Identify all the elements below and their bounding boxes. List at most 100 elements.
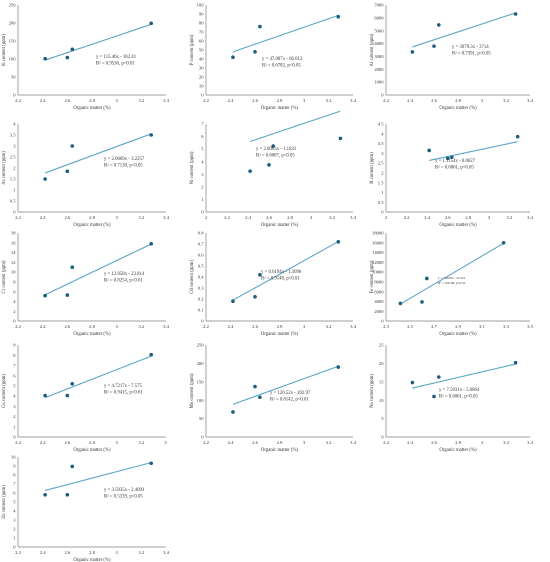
r-squared-label: R² = 0.9536, p<0.01 bbox=[96, 61, 135, 67]
y-tick-label: 2000 bbox=[374, 67, 384, 72]
y-tick-label: 100 bbox=[197, 3, 205, 8]
y-tick-label: 90 bbox=[199, 12, 204, 17]
chart-panel-p: 2.2 2.4 2.6 2.8 3 3.2 3.4 0 10 20 30 40 50 60 70 80 90 10… bbox=[190, 3, 357, 111]
x-axis-label: Organic matter (%) bbox=[261, 106, 299, 111]
y-tick-label: 2 bbox=[13, 309, 16, 314]
data-point bbox=[437, 375, 441, 379]
x-tick-label: 3.2 bbox=[503, 98, 509, 103]
x-tick-label: 3.4 bbox=[163, 215, 169, 220]
regression-equation: y = 2.8063x - 1.1831 bbox=[256, 147, 297, 152]
y-tick-label: 3 bbox=[381, 151, 384, 156]
y-tick-label: 0.1 bbox=[198, 308, 204, 313]
x-tick-label: 3.4 bbox=[163, 550, 169, 555]
regression-equation: y = 12.058x - 23.814 bbox=[104, 272, 145, 277]
x-tick-label: 2.6 bbox=[64, 550, 70, 555]
y-tick-label: 3 bbox=[13, 518, 16, 523]
y-tick-label: 150 bbox=[9, 39, 17, 44]
regression-line bbox=[412, 12, 516, 48]
data-point bbox=[70, 464, 75, 469]
x-axis-label: Organic matter (%) bbox=[439, 332, 477, 337]
y-tick-label: 1 bbox=[13, 424, 16, 429]
data-point bbox=[43, 393, 47, 398]
y-tick-label: 7 bbox=[13, 482, 16, 487]
x-tick-label: 3 bbox=[481, 98, 484, 103]
x-tick-label: 2.4 bbox=[245, 215, 251, 220]
regression-equation: y = 120.52x - 202.97 bbox=[270, 391, 311, 396]
y-axis-label: Ni content (ppm) bbox=[190, 151, 195, 184]
y-tick-label: 15 bbox=[379, 379, 384, 384]
y-tick-label: 0 bbox=[13, 435, 16, 440]
r-squared-label: R² = 0.8254, p<0.01 bbox=[104, 278, 143, 284]
data-point bbox=[427, 148, 432, 153]
x-tick-label: 3 bbox=[116, 324, 119, 329]
data-point bbox=[65, 169, 70, 174]
x-tick-label: 3.2 bbox=[138, 324, 144, 329]
chart-panel-as: 2.2 2.4 2.6 2.8 3 3.2 3.4 0 0.5 1 1.5 2 2.5 3 3.5 4 Orga… bbox=[2, 122, 170, 228]
y-tick-label: 0 bbox=[381, 93, 384, 98]
y-tick-label: 6000 bbox=[374, 15, 384, 20]
r-squared-label: R² = 0.7138, p<0.05 bbox=[104, 163, 143, 169]
y-tick-label: 2 bbox=[13, 527, 16, 532]
r-squared-label: R² = 0.9146, p<0.01 bbox=[438, 281, 466, 286]
x-tick-label: 3.2 bbox=[138, 98, 144, 103]
regression-line bbox=[429, 141, 518, 161]
y-tick-label: 60 bbox=[199, 39, 204, 44]
regression-line bbox=[44, 243, 152, 296]
r-squared-label: R² = 0.6061, p<0.05 bbox=[439, 394, 478, 400]
regression-equation: y = 4.7217x - 7.575 bbox=[104, 384, 142, 389]
data-point bbox=[248, 169, 252, 173]
y-tick-label: 0 bbox=[201, 319, 204, 324]
r-squared-label: R² = 0.6861, p<0.05 bbox=[435, 165, 474, 171]
data-point bbox=[149, 352, 153, 357]
y-tick-label: 0 bbox=[381, 210, 384, 215]
x-tick-label: 2.7 bbox=[431, 324, 437, 329]
x-tick-label: 2.4 bbox=[40, 440, 46, 445]
y-tick-label: 20 bbox=[199, 75, 204, 80]
y-tick-label: 7000 bbox=[374, 3, 384, 8]
chart-panel-mn: 2.2 2.4 2.6 2.8 3 3.2 3.4 0 50 100 150 200 250 Organi… bbox=[190, 343, 357, 453]
y-tick-label: 2.5 bbox=[10, 155, 16, 160]
y-tick-label: 4000 bbox=[374, 299, 384, 304]
x-axis-label: Organic matter (%) bbox=[439, 106, 477, 111]
data-point bbox=[149, 241, 153, 246]
data-point bbox=[253, 50, 257, 54]
regression-line bbox=[232, 241, 339, 301]
y-axis-label: Cu content (ppm) bbox=[2, 374, 7, 408]
data-point bbox=[149, 461, 153, 466]
x-tick-label: 3 bbox=[303, 98, 306, 103]
x-axis-label: Organic matter (%) bbox=[73, 332, 111, 337]
regression-equation: y = 14456x - 31524 bbox=[438, 276, 465, 280]
y-tick-label: 1 bbox=[13, 536, 16, 541]
y-tick-label: 0 bbox=[13, 93, 16, 98]
y-axis-label: Cd content (ppm) bbox=[190, 260, 195, 294]
x-tick-label: 3.2 bbox=[329, 215, 335, 220]
x-tick-label: 3.3 bbox=[503, 324, 509, 329]
data-point bbox=[336, 365, 341, 369]
regression-equation: y = 115.46x - 182.41 bbox=[96, 55, 137, 60]
x-tick-label: 2.8 bbox=[287, 215, 293, 220]
y-tick-label: 7 bbox=[201, 122, 204, 127]
y-axis-label: Na content (ppm) bbox=[370, 374, 375, 408]
x-tick-label: 2.9 bbox=[455, 324, 461, 329]
x-tick-label: 2.2 bbox=[383, 98, 389, 103]
y-tick-label: 3.5 bbox=[378, 141, 384, 146]
x-tick-label: 3.1 bbox=[479, 324, 485, 329]
data-point bbox=[445, 156, 450, 161]
x-tick-label: 2.8 bbox=[455, 98, 461, 103]
y-tick-label: 100 bbox=[197, 398, 205, 403]
y-tick-label: 40 bbox=[199, 57, 204, 62]
data-point bbox=[231, 55, 235, 59]
y-tick-label: 25 bbox=[379, 343, 384, 348]
regression-line bbox=[44, 133, 152, 174]
data-point bbox=[420, 300, 424, 304]
x-tick-label: 2.6 bbox=[64, 440, 70, 445]
y-tick-label: 1 bbox=[201, 197, 204, 202]
y-tick-label: 6 bbox=[13, 373, 16, 378]
y-tick-label: 8000 bbox=[374, 279, 384, 284]
data-point bbox=[258, 273, 262, 277]
regression-line bbox=[400, 242, 504, 305]
x-tick-label: 3.2 bbox=[138, 440, 144, 445]
x-axis-label: Organic matter (%) bbox=[73, 223, 111, 228]
data-point bbox=[432, 44, 436, 48]
y-tick-label: 200 bbox=[197, 361, 205, 366]
